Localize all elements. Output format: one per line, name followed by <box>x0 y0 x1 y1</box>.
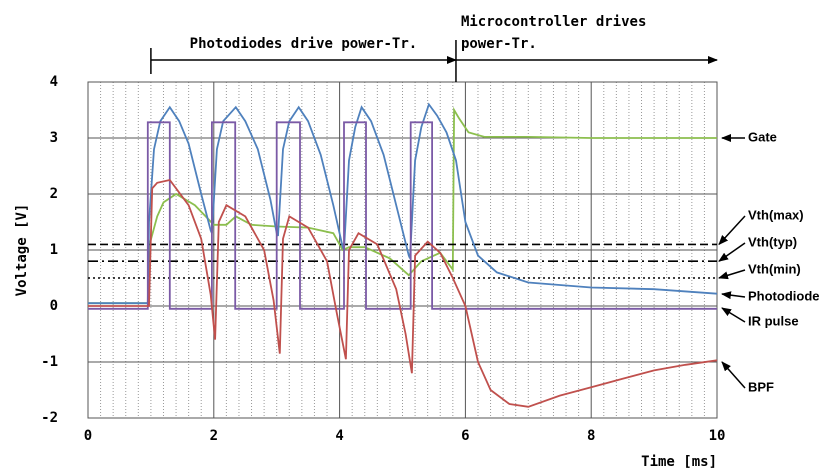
x-tick-label: 2 <box>210 428 218 444</box>
x-axis-label: Time [ms] <box>641 454 717 470</box>
x-tick-label: 10 <box>709 428 726 444</box>
y-tick-label: -1 <box>41 354 58 370</box>
label-arrow <box>718 242 746 262</box>
annotation-text: Photodiodes drive power-Tr. <box>190 36 418 52</box>
annotation-text: Microcontroller drives <box>461 14 646 30</box>
series-line <box>88 178 718 408</box>
label-arrow <box>721 361 746 389</box>
label-arrow <box>718 215 746 246</box>
y-tick-label: 0 <box>50 298 58 314</box>
series-label: BPF <box>748 379 774 394</box>
label-arrow <box>718 269 746 280</box>
x-tick-label: 6 <box>461 428 469 444</box>
series-line <box>88 106 717 305</box>
y-tick-label: 1 <box>50 242 58 258</box>
series-label: IR pulse <box>748 313 799 328</box>
y-tick-label: 3 <box>50 130 58 146</box>
series-label: Photodiode <box>748 288 820 303</box>
x-tick-label: 4 <box>335 428 343 444</box>
annotation-text: power-Tr. <box>461 36 537 52</box>
series-line <box>88 102 718 305</box>
y-tick-label: 4 <box>50 74 58 90</box>
y-axis-label: Voltage [V] <box>14 204 30 297</box>
label-arrow <box>721 307 746 323</box>
y-tick-label: 2 <box>50 186 58 202</box>
series-label: Gate <box>748 129 777 144</box>
series-label: Vth(min) <box>748 261 801 276</box>
y-tick-label: -2 <box>41 410 58 426</box>
series-line <box>88 121 717 310</box>
plot-frame <box>87 81 718 419</box>
label-arrow <box>721 291 746 300</box>
x-tick-label: 0 <box>84 428 92 444</box>
series-label: Vth(max) <box>748 207 804 222</box>
series-label: Vth(typ) <box>748 234 797 249</box>
x-tick-label: 8 <box>587 428 595 444</box>
